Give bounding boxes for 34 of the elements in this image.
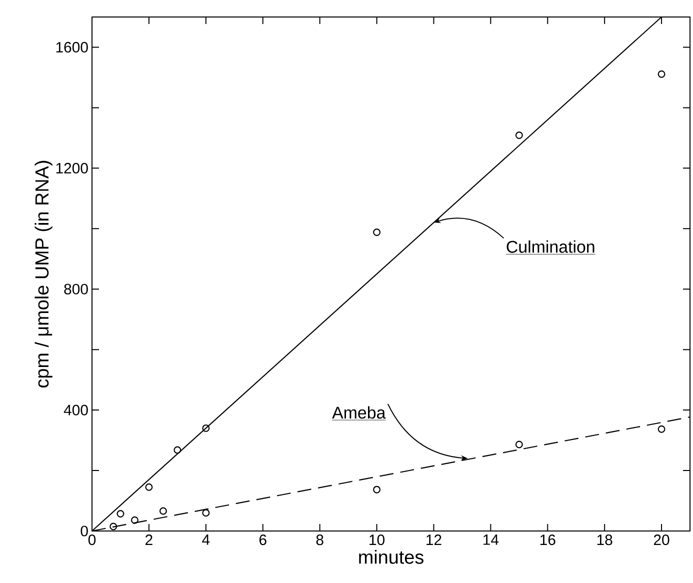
annotation: Ameba bbox=[332, 406, 386, 419]
x-tick-label: 6 bbox=[259, 534, 266, 546]
x-tick-label: 18 bbox=[597, 534, 612, 546]
y-tick-label: 1200 bbox=[56, 162, 88, 174]
point bbox=[658, 70, 666, 78]
point bbox=[658, 425, 666, 433]
point bbox=[130, 516, 138, 524]
x-tick-label: 8 bbox=[316, 534, 324, 546]
y-tick-label: 800 bbox=[64, 284, 88, 294]
x-tick-label: 0 bbox=[88, 534, 96, 546]
point bbox=[373, 486, 381, 494]
x-axis-title: minutes bbox=[359, 550, 424, 564]
point bbox=[116, 510, 124, 518]
x-tick-label: 10 bbox=[370, 534, 384, 546]
annotation: Culmination bbox=[506, 240, 594, 253]
y-tick-label: 0 bbox=[80, 526, 88, 536]
point bbox=[159, 507, 167, 515]
x-tick-label: 16 bbox=[540, 534, 556, 546]
point bbox=[110, 522, 118, 530]
point bbox=[515, 440, 523, 448]
x-tick-label: 4 bbox=[202, 534, 210, 545]
point bbox=[515, 131, 523, 139]
point bbox=[202, 424, 210, 432]
point bbox=[174, 446, 182, 454]
y-tick-label: 400 bbox=[64, 404, 88, 416]
x-tick-label: 20 bbox=[654, 534, 670, 546]
point bbox=[202, 509, 210, 517]
x-tick-label: 12 bbox=[426, 534, 442, 545]
x-tick-label: 2 bbox=[146, 534, 152, 545]
y-tick-label: 1600 bbox=[56, 42, 88, 53]
point bbox=[145, 483, 153, 491]
x-tick-label: 14 bbox=[484, 534, 499, 545]
y-axis-title: cpm / μmole UMP (in RNA) bbox=[34, 160, 52, 388]
point bbox=[373, 228, 381, 236]
